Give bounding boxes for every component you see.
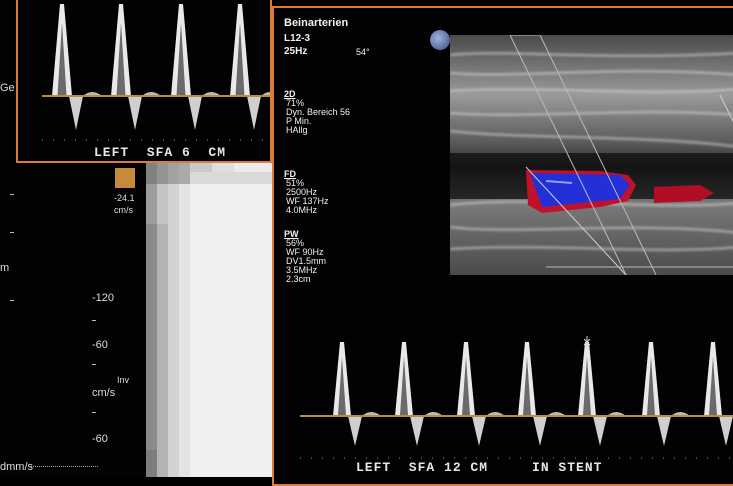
sweep-label: dmm/s (0, 461, 33, 473)
reverse-flow-lobe (188, 96, 202, 130)
parameter-line: 2500Hz (286, 187, 318, 197)
exam-title: Beinarterien (284, 17, 349, 29)
parameter-line: 3.5MHz (286, 265, 318, 275)
scale-label: -60 (92, 433, 108, 445)
parameter-line: WF 90Hz (286, 247, 324, 257)
reverse-flow-lobe (69, 96, 83, 130)
parameter-line: WF 137Hz (286, 196, 329, 206)
reverse-flow-lobe (593, 416, 607, 446)
scale-tick (10, 194, 14, 195)
parameter-line: 51% (286, 178, 305, 188)
parameter-line: 2D (284, 89, 296, 99)
waveform-caption: LEFT SFA 12 CM IN STENT (356, 460, 603, 475)
parameter-line: HAllg (286, 125, 308, 135)
spectral-window (582, 356, 592, 416)
spectral-window (116, 22, 126, 96)
scale-label: -120 (92, 292, 115, 304)
spectral-window (522, 356, 532, 416)
spectral-window (176, 22, 186, 96)
velocity-color-swatch (115, 168, 135, 188)
partial-label: Ge (0, 82, 15, 94)
parameter-line: P Min. (286, 116, 312, 126)
scale-tick (92, 364, 96, 365)
parameter-line: 2.3cm (286, 274, 311, 284)
parameter-line: 71% (286, 98, 305, 108)
scale-tick (10, 300, 14, 301)
parameter-line: DV1.5mm (286, 256, 327, 266)
parameter-line: 56% (286, 238, 305, 248)
probe-orientation-icon (430, 30, 450, 50)
partial-label: m (0, 262, 10, 274)
parameter-line: Dyn. Bereich 56 (286, 107, 351, 117)
spectral-window (461, 356, 471, 416)
reverse-flow-lobe (128, 96, 142, 130)
scale-unit: cm/s (92, 387, 116, 399)
reverse-flow-lobe (657, 416, 671, 446)
spectral-window (399, 356, 409, 416)
spectral-window (57, 22, 67, 96)
spectral-window (337, 356, 347, 416)
reverse-flow-lobe (410, 416, 424, 446)
scale-label: -60 (92, 339, 108, 351)
reverse-flow-lobe (719, 416, 733, 446)
spectral-waveform-small (42, 4, 270, 141)
spectral-waveform-main (300, 336, 733, 459)
scale-label: Inv (117, 375, 130, 385)
doppler-overlay-panel: LEFT SFA 6 CM (16, 0, 272, 163)
reverse-flow-lobe (533, 416, 547, 446)
b-mode-image (450, 35, 733, 275)
ultrasound-main-panel: Beinarterien L12-3 25Hz 54° 2D 71% Dyn. Be… (272, 6, 733, 486)
time-axis (28, 466, 98, 468)
reverse-flow-lobe (348, 416, 362, 446)
probe-label: L12-3 (284, 33, 311, 44)
waveform-caption: LEFT SFA 6 CM (94, 145, 227, 160)
frame-rate: 25Hz (284, 46, 308, 57)
reverse-flow-lobe (472, 416, 486, 446)
parameter-line: 4.0MHz (286, 205, 318, 215)
velocity-readout: -24.1 (114, 193, 135, 203)
angle-value: 54° (356, 47, 370, 57)
velocity-unit: cm/s (114, 205, 133, 215)
parameter-line: PW (284, 229, 299, 239)
reverse-flow-lobe (247, 96, 261, 130)
scale-tick (10, 232, 14, 233)
parameter-line: FD (284, 169, 296, 179)
scale-tick (92, 412, 96, 413)
spectral-window (646, 356, 656, 416)
grey-blocks (146, 160, 272, 477)
grey-gradient-strip (146, 160, 272, 477)
scale-tick (92, 320, 96, 321)
cursor-marker (583, 336, 591, 348)
spectral-window (235, 22, 245, 96)
spectral-window (708, 356, 718, 416)
